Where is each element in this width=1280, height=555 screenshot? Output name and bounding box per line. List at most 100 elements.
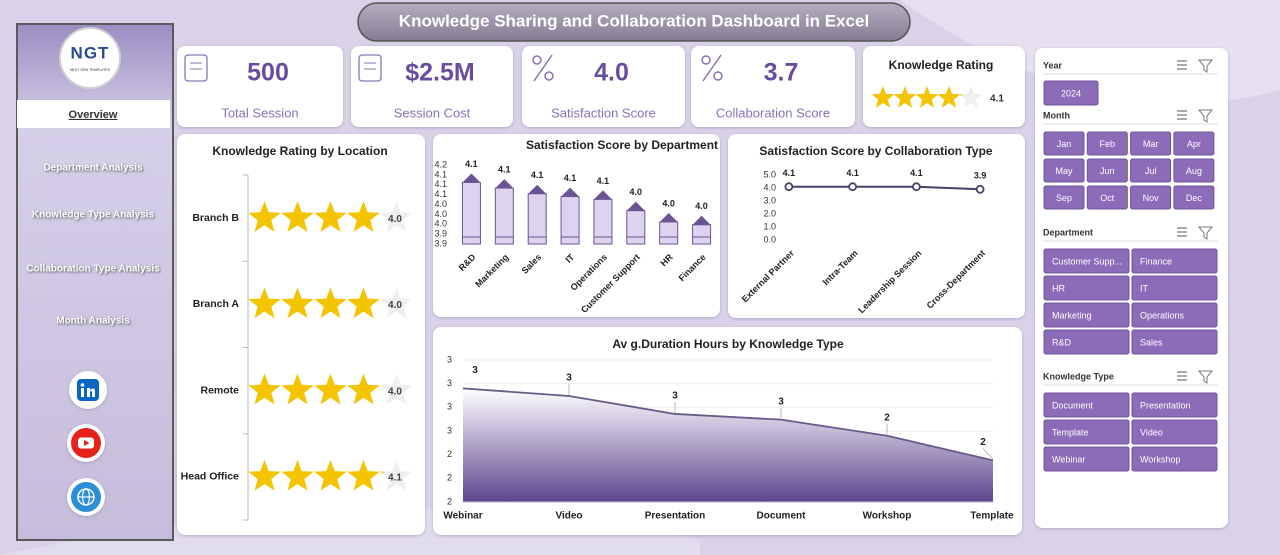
slicer-button-label[interactable]: Finance [1140,256,1172,266]
bar-tip [659,212,678,222]
clear-filter-icon[interactable] [1197,109,1214,123]
slicer-button[interactable] [1130,131,1172,156]
slicer-button[interactable] [1131,275,1218,301]
slicer-button[interactable] [1086,131,1128,156]
slicer-button-label[interactable]: Dec [1186,193,1203,203]
x-tick-label: Document [757,511,807,522]
kpi-value: 3.7 [764,59,799,87]
menu-item[interactable]: Collaboration Type Analysis [26,264,160,275]
value-label: 4.0 [630,187,643,197]
slicer-button-label[interactable]: 2024 [1061,88,1081,98]
value-label: 4.1 [531,170,544,180]
slicer-button-label[interactable]: Jul [1145,166,1157,176]
slicer-button-label[interactable]: IT [1140,283,1149,293]
slicer-button[interactable] [1131,419,1218,445]
slicer-button[interactable] [1043,131,1085,156]
slicer-button[interactable] [1173,185,1215,210]
dashboard-title: Knowledge Sharing and Collaboration Dash… [399,11,869,30]
slicer-button-label[interactable]: Jan [1057,139,1072,149]
menu-item[interactable]: Knowledge Type Analysis [32,210,155,221]
slicer-button[interactable] [1043,302,1130,328]
kpi-value: $2.5M [405,59,474,87]
slicer-button[interactable] [1173,158,1215,183]
slicer-button[interactable] [1043,185,1085,210]
slicer-button[interactable] [1131,392,1218,418]
line-marker [911,182,921,192]
bar-tip [692,215,711,225]
value-label: 4.0 [388,300,402,311]
slicer-title: Month [1043,110,1070,120]
slicer-button-label[interactable]: Customer Supp... [1052,256,1122,266]
slicer-button[interactable] [1043,248,1130,274]
slicer-button-label[interactable]: Webinar [1052,454,1085,464]
clear-filter-icon[interactable] [1197,226,1214,240]
star-rating-fill [248,287,380,319]
y-tick-label: 2.0 [763,208,776,218]
slicer-button[interactable] [1043,158,1085,183]
slicer-button[interactable] [1043,446,1130,472]
value-label: 4.1 [597,176,610,186]
slicer-button[interactable] [1173,131,1215,156]
star [248,373,281,405]
y-tick-label: 3 [447,378,452,388]
chart-panel [177,134,425,535]
slicer-button-label[interactable]: Presentation [1140,400,1191,410]
line-marker [784,182,794,192]
slicer-button-label[interactable]: R&D [1052,337,1072,347]
y-tick-label: 1.0 [763,221,776,231]
slicer-button-label[interactable]: Sep [1056,193,1072,203]
slicer-button[interactable] [1043,329,1130,355]
logo-text: NGT [71,43,110,62]
slicer-button[interactable] [1086,185,1128,210]
slicer-button[interactable] [1131,446,1218,472]
logo-tagline: NEXT GEN TEMPLATES [70,68,111,72]
menu-item-active[interactable] [17,100,170,128]
slicer-button-label[interactable]: Aug [1186,166,1202,176]
slicer-button-label[interactable]: May [1055,166,1073,176]
slicer-button[interactable] [1043,275,1130,301]
slicer-button-label[interactable]: Video [1140,427,1163,437]
title-banner [357,2,911,42]
slicer-button-label[interactable]: Jun [1100,166,1115,176]
slicer-button-label[interactable]: Workshop [1140,454,1180,464]
slicer-button-label[interactable]: Document [1052,400,1094,410]
slicer-button-label[interactable]: Sales [1140,337,1163,347]
slicer-button-label[interactable]: Oct [1100,193,1115,203]
slicer-button-label[interactable]: Marketing [1052,310,1092,320]
star [281,373,314,405]
slicer-button-label[interactable]: Mar [1143,139,1159,149]
slicer-button-label[interactable]: Operations [1140,310,1185,320]
clear-filter-icon[interactable] [1197,370,1214,384]
slicer-button[interactable] [1131,329,1218,355]
menu-item[interactable]: Department Analysis [43,163,143,174]
slicer-button-label[interactable]: Apr [1187,139,1201,149]
slicer-button[interactable] [1131,248,1218,274]
slicer-button-label[interactable]: Nov [1143,193,1160,203]
slicer-button-label[interactable]: Feb [1100,139,1116,149]
area [463,388,993,502]
star-empty [380,459,413,491]
star [893,86,917,108]
star-empty [959,86,983,108]
slicer-button[interactable] [1130,185,1172,210]
slicer-button[interactable] [1043,392,1130,418]
percent-icon [532,55,542,65]
slicer-button-label[interactable]: Template [1052,427,1089,437]
slicer-button[interactable] [1043,419,1130,445]
star [314,201,347,232]
slicer-button-label[interactable]: HR [1052,283,1065,293]
slicer-button[interactable] [1043,80,1099,106]
star-rating-fill [872,86,963,108]
value-label: 4.1 [564,173,577,183]
slicer-button[interactable] [1130,158,1172,183]
menu-item[interactable]: Overview [69,109,118,121]
x-tick-label: Video [555,511,582,522]
menu-item[interactable]: Month Analysis [56,316,130,327]
bar [494,187,514,245]
slicer-button[interactable] [1131,302,1218,328]
value-label: 4.0 [388,386,402,397]
kpi-value: 500 [247,59,289,87]
y-tick-label: 4.1 [434,189,447,199]
clear-filter-icon[interactable] [1197,59,1214,73]
slicer-button[interactable] [1086,158,1128,183]
